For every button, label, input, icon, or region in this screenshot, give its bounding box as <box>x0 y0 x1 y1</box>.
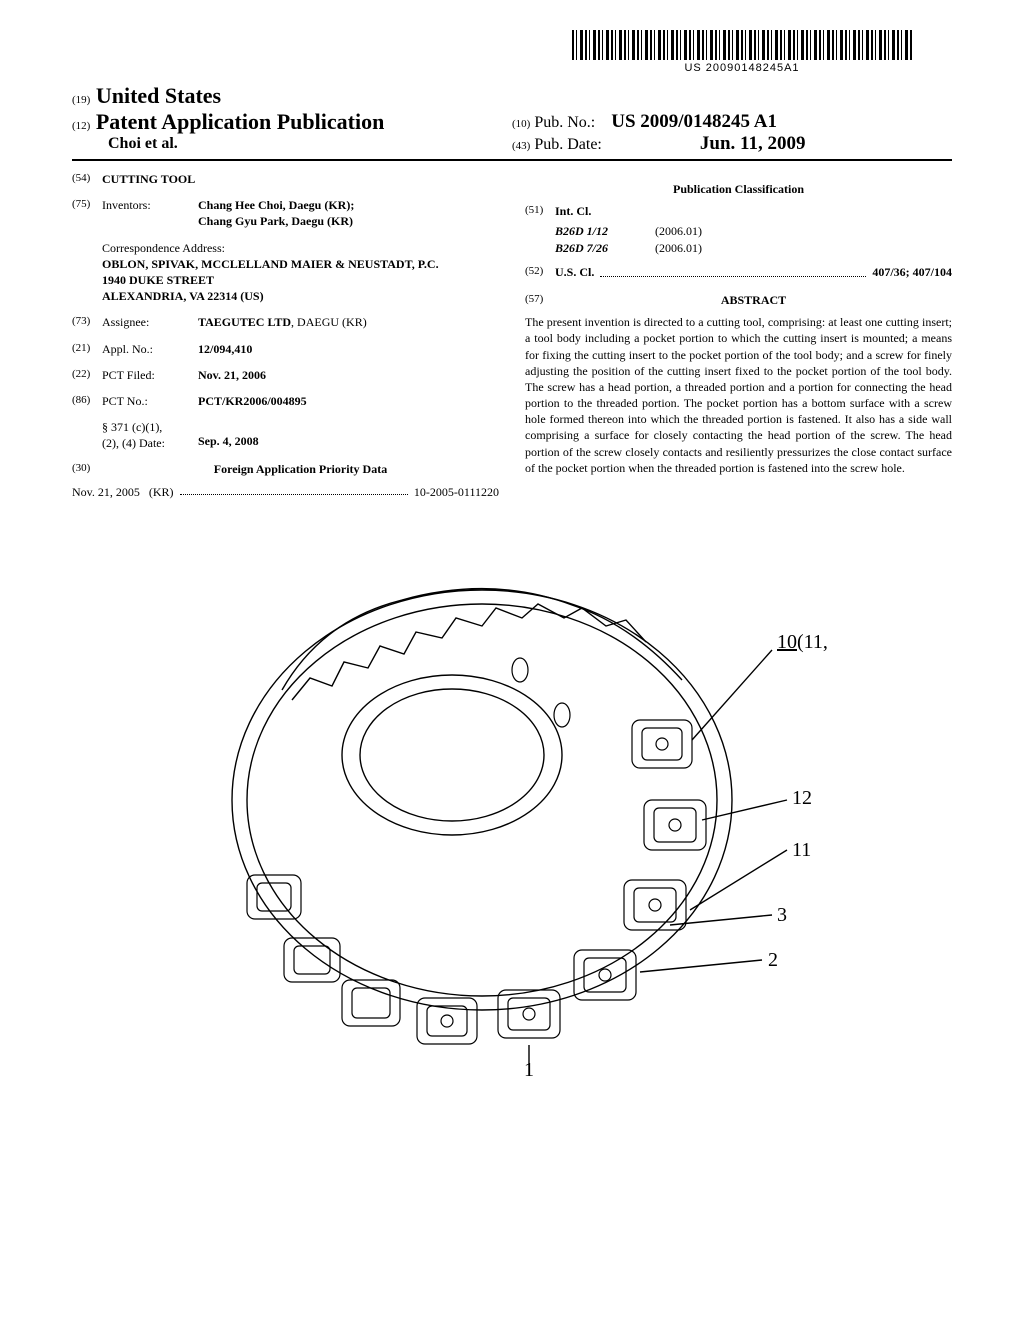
inventors-num: (75) <box>72 197 102 229</box>
s371-value: Sep. 4, 2008 <box>198 419 499 451</box>
abstract-num: (57) <box>525 292 555 308</box>
intcl-num: (51) <box>525 203 555 219</box>
figure: 10(11, 12) 12 11 3 2 1 <box>72 520 952 1084</box>
intcl-ver-0: (2006.01) <box>655 223 702 239</box>
pctfiled-num: (22) <box>72 367 102 383</box>
pubdate-value: Jun. 11, 2009 <box>700 133 806 154</box>
fig-ref-2: 2 <box>768 949 778 971</box>
s371-label: § 371 (c)(1), (2), (4) Date: <box>102 419 198 451</box>
fig-label-sub: (11, 12) <box>797 631 832 653</box>
pctno-value: PCT/KR2006/004895 <box>198 393 499 409</box>
pubdate-num: (43) <box>512 140 530 152</box>
authors: Choi et al. <box>72 135 512 153</box>
fig-ref-3: 3 <box>777 904 787 926</box>
right-column: Publication Classification (51) Int. Cl.… <box>525 171 952 500</box>
correspondence-line-2: ALEXANDRIA, VA 22314 (US) <box>102 288 499 304</box>
assignee-label: Assignee: <box>102 314 198 330</box>
country-num: (19) <box>72 94 90 106</box>
pubno-label: Pub. No.: <box>534 114 595 131</box>
correspondence-line-1: 1940 DUKE STREET <box>102 272 499 288</box>
correspondence-label: Correspondence Address: <box>102 240 499 256</box>
assignee-bold: TAEGUTEC LTD <box>198 315 291 329</box>
intcl-ver-1: (2006.01) <box>655 240 702 256</box>
inventors-value: Chang Hee Choi, Daegu (KR); Chang Gyu Pa… <box>198 197 499 229</box>
barcode-region: US 20090148245A1 <box>72 30 952 75</box>
intcl-label: Int. Cl. <box>555 203 591 219</box>
priority-country: (KR) <box>149 484 174 500</box>
uscl-label: U.S. Cl. <box>555 264 594 280</box>
country: United States <box>96 83 221 108</box>
correspondence-line-0: OBLON, SPIVAK, MCCLELLAND MAIER & NEUSTA… <box>102 256 499 272</box>
priority-title: Foreign Application Priority Data <box>102 461 499 477</box>
pctno-label: PCT No.: <box>102 393 198 409</box>
dots <box>600 264 866 277</box>
title: CUTTING TOOL <box>102 171 195 187</box>
abstract-title: ABSTRACT <box>555 292 952 308</box>
pubtype-num: (12) <box>72 120 90 132</box>
barcode-bars <box>572 30 912 60</box>
header: (19) United States (12) Patent Applicati… <box>72 83 952 161</box>
left-column: (54) CUTTING TOOL (75) Inventors: Chang … <box>72 171 499 500</box>
applno-num: (21) <box>72 341 102 357</box>
svg-text:10(11, 12): 10(11, 12) <box>777 631 832 653</box>
applno-label: Appl. No.: <box>102 341 198 357</box>
pctfiled-label: PCT Filed: <box>102 367 198 383</box>
pctno-num: (86) <box>72 393 102 409</box>
pubdate-label: Pub. Date: <box>534 136 602 153</box>
priority-date: Nov. 21, 2005 <box>72 484 140 500</box>
assignee-num: (73) <box>72 314 102 330</box>
fig-ref-12: 12 <box>792 787 812 809</box>
uscl-value: 407/36; 407/104 <box>872 264 952 280</box>
fig-ref-11: 11 <box>792 839 811 861</box>
pubno-value: US 2009/0148245 A1 <box>611 111 777 132</box>
intcl-code-0: B26D 1/12 <box>555 223 655 239</box>
dots <box>180 484 408 495</box>
pubclass-title: Publication Classification <box>525 181 952 197</box>
fig-label-main: 10 <box>777 631 797 653</box>
uscl-num: (52) <box>525 264 555 280</box>
applno-value: 12/094,410 <box>198 341 499 357</box>
intcl-code-1: B26D 7/26 <box>555 240 655 256</box>
pubno-num: (10) <box>512 118 530 130</box>
barcode-text: US 20090148245A1 <box>572 62 912 74</box>
priority-num: (30) <box>72 461 102 477</box>
pubtype: Patent Application Publication <box>96 109 384 134</box>
fig-ref-1: 1 <box>524 1059 534 1080</box>
assignee-rest: , DAEGU (KR) <box>291 315 367 329</box>
pctfiled-value: Nov. 21, 2006 <box>198 367 499 383</box>
inventors-label: Inventors: <box>102 197 198 229</box>
title-num: (54) <box>72 171 102 187</box>
priority-app: 10-2005-0111220 <box>414 484 499 500</box>
abstract-body: The present invention is directed to a c… <box>525 314 952 476</box>
figure-svg: 10(11, 12) 12 11 3 2 1 <box>192 520 832 1080</box>
